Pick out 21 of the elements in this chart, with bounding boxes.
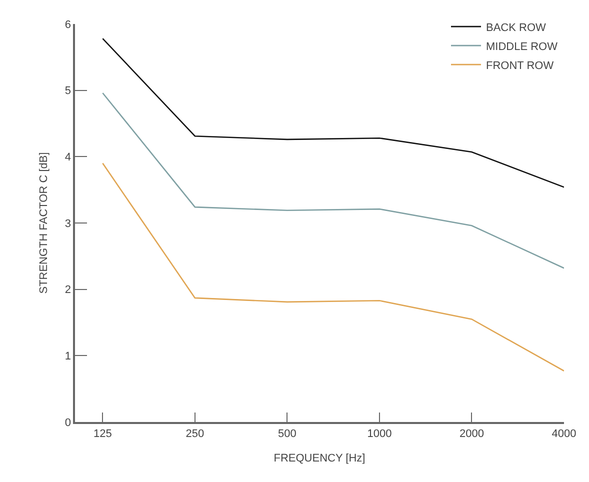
y-axis-title: STRENGTH FACTOR C [dB]	[38, 152, 50, 294]
x-axis-title: FREQUENCY [Hz]	[274, 452, 366, 465]
y-tick-label: 6	[64, 18, 72, 31]
legend-label: BACK ROW	[486, 22, 547, 34]
line-series	[102, 162, 564, 372]
y-tick-label: 4	[64, 152, 72, 164]
x-tick-label: 1000	[367, 428, 392, 440]
x-tick-label: 2000	[460, 428, 484, 440]
x-tick-label: 4000	[552, 428, 576, 440]
line-series	[102, 92, 564, 269]
legend-label: FRONT ROW	[486, 60, 554, 72]
y-tick-label: 5	[64, 85, 72, 98]
y-tick-label: 3	[64, 218, 72, 230]
x-tick-label: 125	[94, 428, 112, 440]
line-series	[102, 38, 564, 188]
x-tick-label: 500	[278, 428, 296, 440]
x-tick-label: 250	[186, 428, 204, 440]
y-tick-label: 0	[64, 416, 72, 429]
y-tick-label: 1	[64, 350, 72, 363]
legend-label: MIDDLE ROW	[486, 40, 558, 53]
y-tick-label: 2	[64, 284, 72, 296]
